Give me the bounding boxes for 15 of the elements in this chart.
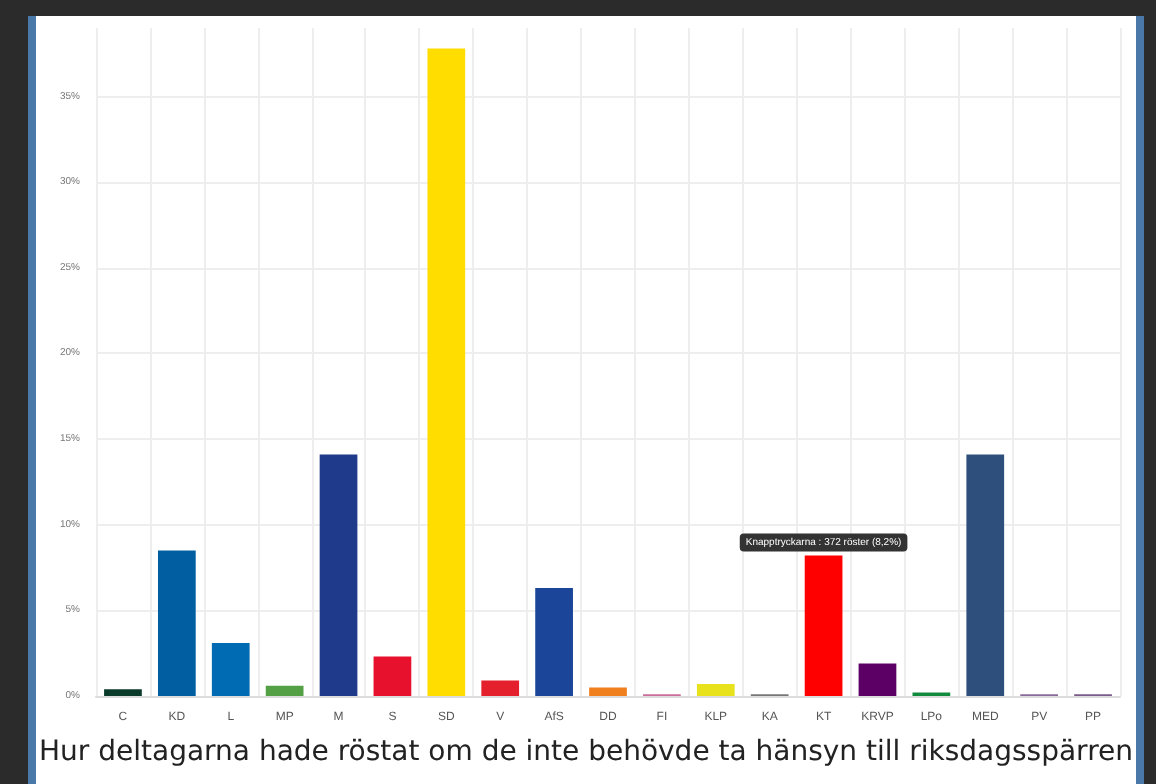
bar — [481, 680, 520, 696]
bar — [211, 642, 250, 696]
bar — [427, 48, 466, 696]
bar — [535, 588, 573, 696]
bar — [373, 656, 412, 696]
bar — [858, 663, 897, 696]
bar — [589, 687, 627, 696]
bar — [696, 684, 735, 696]
bar — [157, 550, 196, 696]
bar — [265, 685, 304, 696]
bar — [104, 689, 142, 696]
bar — [804, 555, 843, 696]
bar — [966, 454, 1005, 696]
text: Hur deltagarna hade röstat om de inte behövde ta hänsyn till riksdagsspärren — [38, 736, 1134, 768]
bar — [319, 454, 358, 696]
